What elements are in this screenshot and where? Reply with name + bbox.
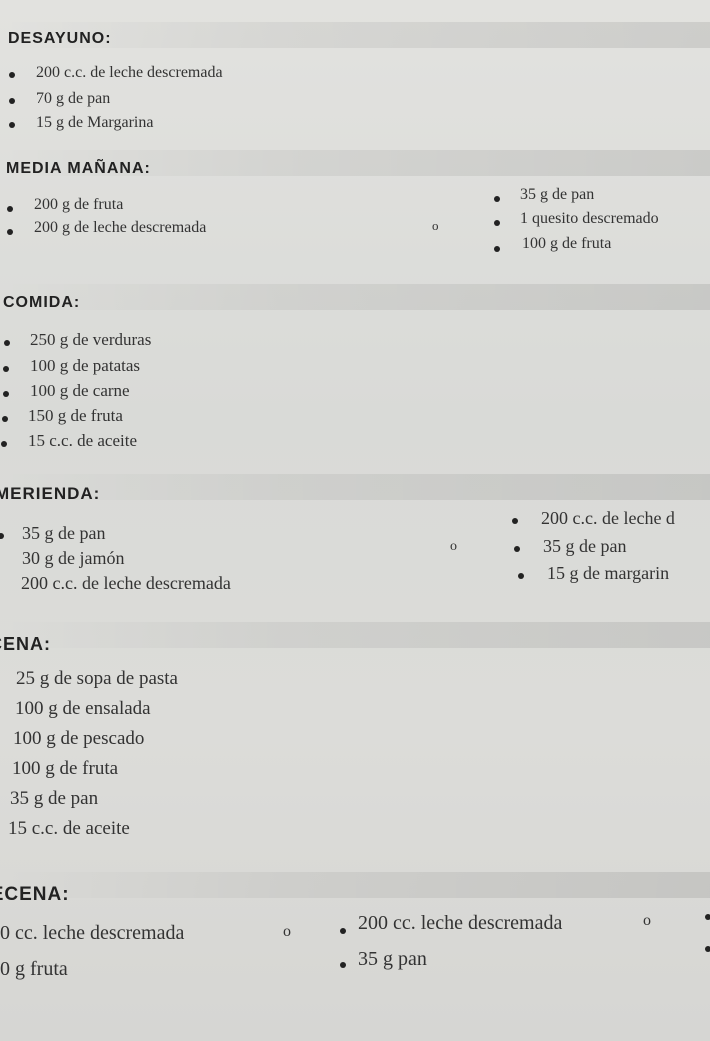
or-separator: o: [432, 218, 439, 233]
section-band: [0, 872, 710, 898]
list-item: 25 g de sopa de pasta: [16, 668, 178, 689]
list-item: 35 g de pan: [22, 523, 106, 543]
list-item: 200 g fruta: [0, 958, 68, 980]
bullet: [4, 340, 10, 346]
list-item: 200 c.c. de leche descremada: [21, 573, 231, 593]
section-title-recena: RECENA:: [0, 884, 70, 905]
section-title-merienda: MERIENDA:: [0, 484, 101, 503]
bullet: [0, 533, 4, 539]
list-item: 100 g de fruta: [12, 758, 119, 779]
list-item: 15 g de margarin: [547, 563, 670, 583]
list-item: 250 g de verduras: [30, 330, 152, 349]
bullet: [340, 928, 346, 934]
bullet: [9, 72, 15, 78]
list-item: 35 g de pan: [543, 536, 627, 556]
list-item: 150 g de fruta: [28, 406, 123, 425]
bullet: [3, 391, 9, 397]
list-item: 100 g de carne: [30, 381, 130, 400]
section-band: [0, 622, 710, 648]
list-item: 100 g de ensalada: [15, 698, 151, 719]
list-item: 15 g de Margarina: [36, 114, 154, 131]
bullet: [705, 946, 710, 952]
bullet: [512, 518, 518, 524]
or-separator: o: [643, 912, 651, 929]
section-title-comida: COMIDA:: [3, 294, 81, 311]
list-item: 200 cc. leche descremada: [0, 922, 185, 944]
bullet: [494, 220, 500, 226]
bullet: [705, 914, 710, 920]
bullet: [3, 366, 9, 372]
list-item: 70 g de pan: [36, 90, 111, 107]
section-band: [0, 22, 710, 48]
list-item: 35 g de pan: [10, 788, 99, 809]
list-item: 100 g de fruta: [522, 235, 612, 252]
list-item: 100 g de patatas: [30, 356, 140, 375]
bullet: [9, 122, 15, 128]
list-item: 15 c.c. de aceite: [28, 431, 138, 450]
bullet: [340, 962, 346, 968]
list-item: 200 cc. leche descremada: [358, 912, 563, 934]
list-item: 200 g de leche descremada: [34, 219, 207, 236]
bullet: [518, 573, 524, 579]
list-item: 35 g pan: [358, 948, 427, 970]
list-item: 200 c.c. de leche descremada: [36, 64, 223, 81]
list-item: 100 g de pescado: [13, 728, 145, 749]
section-band: [0, 150, 710, 176]
bullet: [7, 206, 13, 212]
section-band: [0, 284, 710, 310]
section-title-cena: CENA:: [0, 634, 51, 654]
list-item: 30 g de jamón: [22, 548, 125, 568]
or-separator: o: [283, 923, 291, 940]
bullet: [514, 546, 520, 552]
bullet: [494, 246, 500, 252]
list-item: 1 quesito descremado: [520, 210, 659, 227]
bullet: [7, 229, 13, 235]
bullet: [2, 416, 8, 422]
list-item: 35 g de pan: [520, 186, 595, 203]
bullet: [9, 98, 15, 104]
section-band: [0, 474, 710, 500]
bullet: [494, 196, 500, 202]
or-separator: o: [450, 539, 457, 554]
list-item: 15 c.c. de aceite: [8, 818, 130, 839]
list-item: 200 c.c. de leche d: [541, 508, 675, 528]
bullet: [1, 441, 7, 447]
section-title-desayuno: DESAYUNO:: [8, 30, 112, 47]
list-item: 200 g de fruta: [34, 196, 124, 213]
section-title-media-manana: MEDIA MAÑANA:: [6, 160, 151, 177]
